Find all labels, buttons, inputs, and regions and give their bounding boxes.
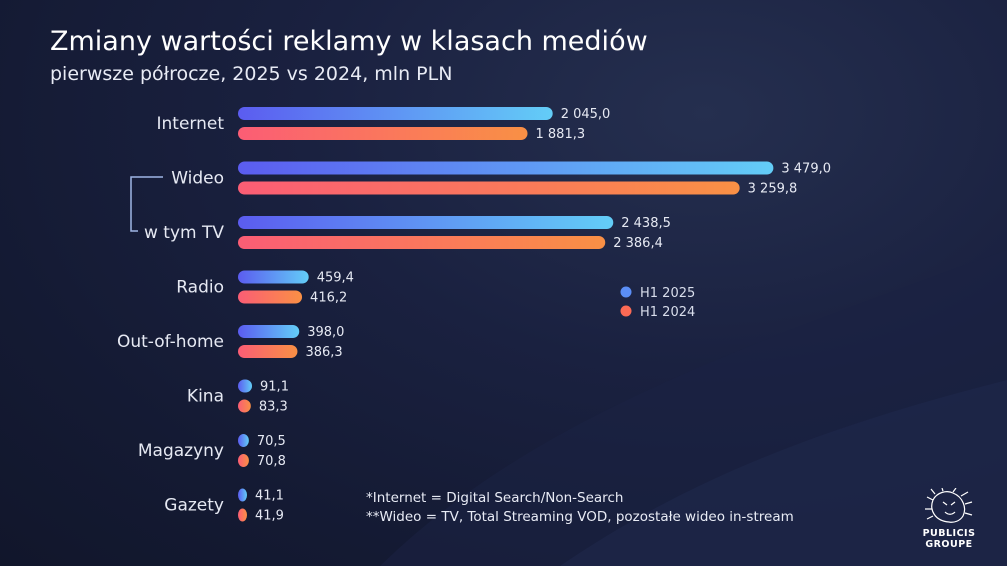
bar-wideo-h1-2024 bbox=[238, 181, 740, 195]
bar-kina-h1-2024 bbox=[238, 399, 251, 413]
legend-marker-h1-2025 bbox=[620, 286, 632, 298]
legend-label-h1-2025: H1 2025 bbox=[640, 286, 695, 301]
bar-out-of-home-h1-2024 bbox=[238, 345, 298, 358]
value-label-kina-h1-2025: 91,1 bbox=[260, 380, 289, 395]
bar-kina-h1-2025 bbox=[238, 379, 253, 393]
value-label-kina-h1-2024: 83,3 bbox=[259, 400, 288, 415]
value-label-magazyny-h1-2025: 70,5 bbox=[257, 434, 286, 449]
bar-internet-h1-2025 bbox=[238, 107, 553, 120]
value-label-out-of-home-h1-2025: 398,0 bbox=[307, 325, 344, 340]
chart-title: Zmiany wartości reklamy w klasach mediów bbox=[50, 26, 648, 57]
legend: H1 2025 H1 2024 bbox=[620, 286, 695, 320]
chart-subtitle: pierwsze półrocze, 2025 vs 2024, mln PLN bbox=[50, 63, 453, 85]
bar-magazyny-h1-2025 bbox=[238, 434, 249, 447]
bar-wideo-h1-2025 bbox=[238, 161, 774, 175]
logo-line2: GROUPE bbox=[925, 539, 973, 550]
bar-magazyny-h1-2024 bbox=[238, 454, 249, 467]
bar-out-of-home-h1-2025 bbox=[238, 325, 300, 338]
value-label-wideo-h1-2025: 3 479,0 bbox=[781, 162, 831, 177]
lion-emblem-icon bbox=[925, 487, 973, 523]
value-label-magazyny-h1-2024: 70,8 bbox=[257, 454, 286, 469]
legend-marker-h1-2024 bbox=[620, 305, 632, 317]
category-label-w-tym-tv: w tym TV bbox=[144, 223, 224, 243]
value-label-internet-h1-2024: 1 881,3 bbox=[536, 127, 586, 142]
category-label-radio: Radio bbox=[176, 278, 224, 298]
category-label-kina: Kina bbox=[187, 387, 224, 407]
category-label-gazety: Gazety bbox=[164, 496, 224, 516]
value-label-gazety-h1-2024: 41,9 bbox=[255, 509, 284, 524]
bar-internet-h1-2024 bbox=[238, 127, 528, 140]
logo-line1: PUBLICIS bbox=[922, 528, 976, 539]
footnote-wideo: **Wideo = TV, Total Streaming VOD, pozos… bbox=[366, 509, 794, 525]
category-label-magazyny: Magazyny bbox=[138, 441, 224, 461]
category-label-internet: Internet bbox=[156, 114, 224, 134]
footnote-internet: *Internet = Digital Search/Non-Search bbox=[366, 490, 624, 506]
legend-label-h1-2024: H1 2024 bbox=[640, 305, 695, 320]
value-label-out-of-home-h1-2024: 386,3 bbox=[305, 345, 342, 360]
value-label-w-tym-tv-h1-2025: 2 438,5 bbox=[621, 216, 671, 231]
value-label-w-tym-tv-h1-2024: 2 386,4 bbox=[613, 236, 663, 251]
category-label-out-of-home: Out-of-home bbox=[117, 332, 224, 352]
bar-w-tym-tv-h1-2025 bbox=[238, 216, 614, 229]
bar-radio-h1-2024 bbox=[238, 290, 303, 304]
publicis-groupe-logo: PUBLICIS GROUPE bbox=[912, 487, 986, 550]
bar-gazety-h1-2024 bbox=[238, 508, 247, 522]
wideo-tv-bracket bbox=[130, 176, 163, 232]
bar-radio-h1-2025 bbox=[238, 270, 309, 284]
value-label-internet-h1-2025: 2 045,0 bbox=[561, 107, 611, 122]
category-label-wideo: Wideo bbox=[171, 169, 224, 189]
footnotes: *Internet = Digital Search/Non-Search **… bbox=[366, 489, 794, 527]
bar-w-tym-tv-h1-2024 bbox=[238, 236, 606, 249]
value-label-radio-h1-2024: 416,2 bbox=[310, 291, 347, 306]
value-label-wideo-h1-2024: 3 259,8 bbox=[748, 182, 798, 197]
value-label-radio-h1-2025: 459,4 bbox=[317, 271, 354, 286]
bar-gazety-h1-2025 bbox=[238, 488, 247, 502]
value-label-gazety-h1-2025: 41,1 bbox=[255, 489, 284, 504]
